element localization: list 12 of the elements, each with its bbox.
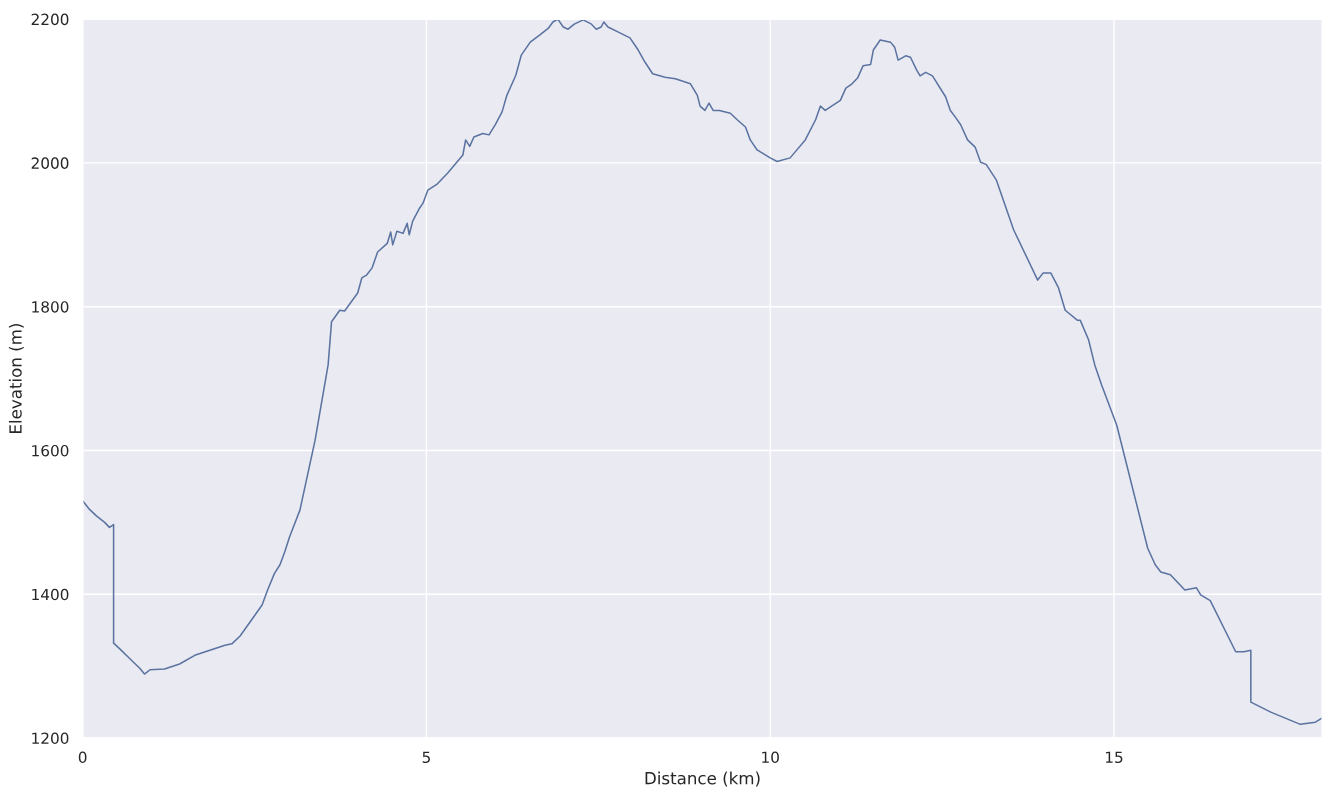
- y-tick-label: 2000: [31, 157, 69, 169]
- x-tick-label: 15: [1105, 751, 1123, 764]
- y-tick-label: 1200: [32, 732, 69, 745]
- y-axis-title: Elevation (m): [8, 324, 24, 433]
- y-tick-label: 2200: [31, 13, 69, 26]
- y-tick-label: 1400: [32, 588, 69, 601]
- x-tick-label: 5: [422, 751, 430, 764]
- x-tick-label: 10: [762, 751, 779, 764]
- y-tick-label: 1800: [32, 301, 69, 313]
- x-axis-title: Distance (km): [645, 771, 760, 787]
- x-tick-label: 0: [78, 751, 87, 764]
- y-tick-label: 1600: [32, 444, 69, 457]
